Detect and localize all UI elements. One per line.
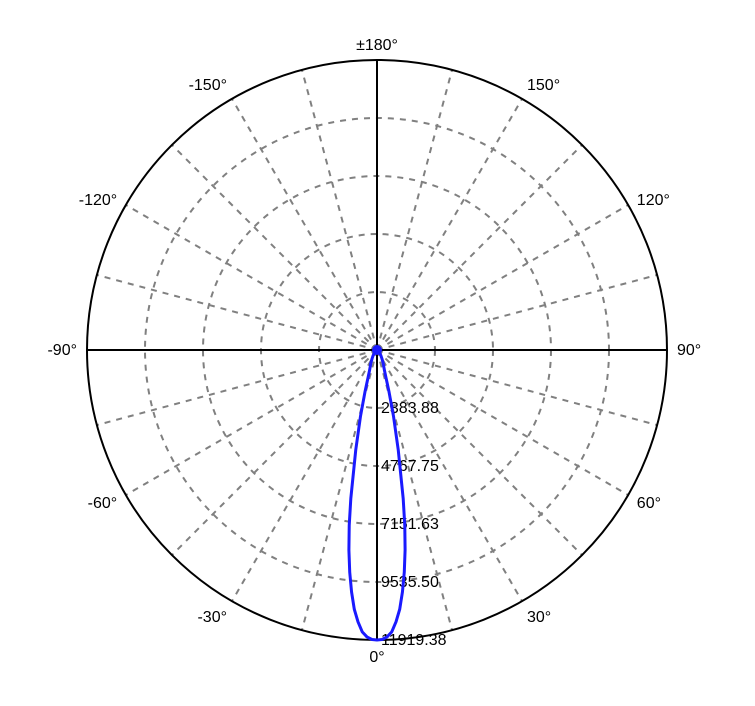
ring-label: 4767.75 xyxy=(381,458,439,475)
ring-label: 7151.63 xyxy=(381,516,439,533)
ring-label: 9535.50 xyxy=(381,574,439,591)
series-center xyxy=(372,345,382,355)
angle-label: -90° xyxy=(47,342,77,359)
polar-chart: 90° 120° 150° ±180° -150° -120° -90° -60° -30° 0°… xyxy=(0,0,755,706)
angle-label: -150° xyxy=(189,77,227,94)
angle-label: ±180° xyxy=(356,37,398,54)
angle-label: 120° xyxy=(637,192,670,209)
angle-label: -60° xyxy=(88,495,118,512)
angle-label: 0° xyxy=(369,649,384,666)
angle-label: 90° xyxy=(677,342,701,359)
polar-svg: 90° 120° 150° ±180° -150° -120° -90° -60° -30° 0°… xyxy=(0,0,755,706)
angle-label: -120° xyxy=(79,192,117,209)
angle-label: 30° xyxy=(527,609,551,626)
angle-label: 150° xyxy=(527,77,560,94)
angle-label: -30° xyxy=(197,609,227,626)
angle-label: 60° xyxy=(637,495,661,512)
